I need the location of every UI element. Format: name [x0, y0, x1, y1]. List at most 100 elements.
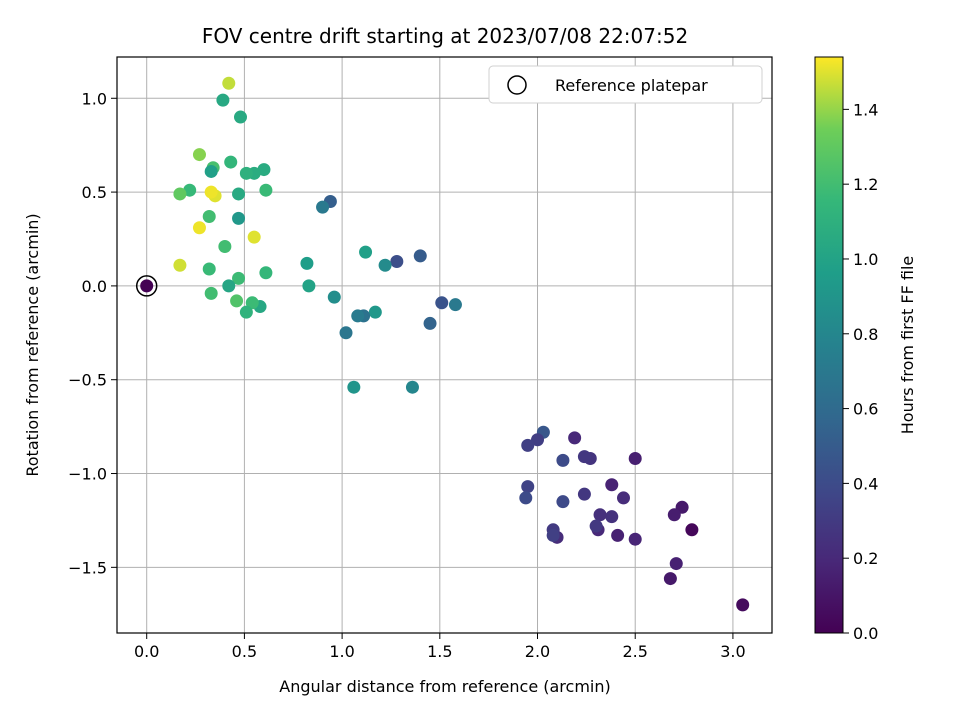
colorbar-tick-label: 1.2 [853, 175, 878, 194]
data-point [556, 453, 570, 467]
x-tick-label: 1.0 [329, 642, 354, 661]
data-point [568, 431, 582, 445]
reference-marker-layer [135, 275, 158, 297]
data-point [413, 249, 427, 263]
data-point [669, 557, 683, 571]
y-tick-label: 0.5 [82, 183, 107, 202]
x-tick-label: 0.5 [232, 642, 257, 661]
y-tick-label: −1.0 [68, 465, 107, 484]
legend-box [488, 65, 763, 104]
data-point [593, 508, 607, 522]
data-point [628, 532, 642, 546]
data-point [605, 510, 619, 524]
data-point [556, 495, 570, 509]
data-point [546, 528, 560, 542]
y-tick-label: −1.5 [68, 558, 107, 577]
data-point [192, 148, 206, 162]
data-point [628, 452, 642, 466]
data-point [531, 433, 545, 447]
data-point [405, 380, 419, 394]
colorbar-ticks: 0.0 0.2 0.4 0.6 0.8 1.0 1.2 1.4 [843, 100, 878, 643]
data-point [736, 598, 750, 612]
data-point [218, 239, 232, 253]
colorbar-tick-label: 0.6 [853, 400, 878, 419]
colorbar-label: Hours from first FF file [898, 256, 917, 435]
x-tick-label: 0.0 [134, 642, 159, 661]
data-point [521, 480, 535, 494]
data-point [204, 286, 218, 300]
y-tick-label: 0.0 [82, 277, 107, 296]
data-point [302, 279, 316, 293]
data-point [259, 183, 273, 197]
colorbar-tick-label: 0.2 [853, 549, 878, 568]
x-tick-label: 2.5 [622, 642, 647, 661]
data-point [519, 491, 533, 505]
data-point [245, 296, 259, 310]
data-point [435, 296, 449, 310]
data-point [232, 211, 246, 225]
data-point [222, 279, 236, 293]
data-point [663, 572, 677, 586]
x-axis-ticks: 0.0 0.5 1.0 1.5 2.0 2.5 3.0 [134, 633, 746, 661]
grid-lines [117, 57, 772, 633]
data-point [605, 478, 619, 492]
data-point [589, 519, 603, 533]
colorbar-tick-label: 0.0 [853, 624, 878, 643]
data-point [173, 187, 187, 201]
data-point [224, 155, 238, 169]
data-point [183, 183, 197, 197]
data-point [300, 256, 314, 270]
colorbar-tick-label: 0.8 [853, 325, 878, 344]
data-point [316, 200, 330, 214]
x-tick-label: 2.0 [525, 642, 550, 661]
colorbar [814, 56, 844, 634]
data-point [616, 491, 630, 505]
x-axis-label: Angular distance from reference (arcmin) [279, 677, 610, 696]
data-point [448, 298, 462, 312]
data-point [327, 290, 341, 304]
data-point [239, 166, 253, 180]
data-point [577, 487, 591, 501]
data-point [247, 230, 261, 244]
colorbar-tick-label: 1.0 [853, 250, 878, 269]
data-point [259, 266, 273, 280]
data-point [202, 262, 216, 276]
data-point [232, 187, 246, 201]
data-point [230, 294, 244, 308]
data-point [173, 258, 187, 272]
colorbar-tick-label: 1.4 [853, 100, 878, 119]
data-point [611, 528, 625, 542]
data-point [577, 450, 591, 464]
legend: Reference platepar [488, 65, 763, 104]
data-point [390, 255, 404, 269]
data-point [204, 164, 218, 178]
data-point [232, 271, 246, 285]
data-point [667, 508, 681, 522]
data-point [192, 221, 206, 235]
plot-area-frame [116, 56, 773, 634]
data-points [140, 76, 750, 612]
y-axis-ticks: −1.5 −1.0 −0.5 0.0 0.5 1.0 [68, 89, 117, 577]
data-point [339, 326, 353, 340]
data-point [216, 93, 230, 107]
data-point [521, 438, 535, 452]
x-tick-label: 3.0 [720, 642, 745, 661]
data-point [685, 523, 699, 537]
colorbar-tick-label: 0.4 [853, 474, 878, 493]
data-point [378, 258, 392, 272]
x-tick-label: 1.5 [427, 642, 452, 661]
data-point [239, 305, 253, 319]
data-point [347, 380, 361, 394]
data-point [257, 163, 271, 177]
data-point [222, 76, 236, 90]
data-point [202, 209, 216, 223]
data-point [204, 185, 218, 199]
y-tick-label: 1.0 [82, 89, 107, 108]
chart-title: FOV centre drift starting at 2023/07/08 … [202, 24, 688, 48]
data-point [368, 305, 382, 319]
y-tick-label: −0.5 [68, 371, 107, 390]
legend-reference-marker [507, 75, 527, 95]
data-point [351, 309, 365, 323]
data-point [423, 316, 437, 330]
